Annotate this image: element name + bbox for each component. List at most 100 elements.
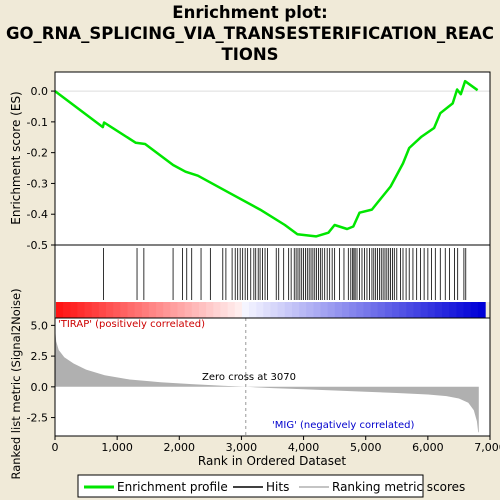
band-segment (477, 302, 486, 318)
band-segment (206, 302, 214, 318)
axes-layer: 0.0 -0.1 -0.2 -0.3 -0.4 -0.5 5.0 2.5 0.0 -2.5 0 1,0… (27, 85, 500, 454)
band-segment (213, 302, 222, 318)
zero-cross-label: Zero cross at 3070 (202, 372, 296, 383)
band-segment (427, 302, 436, 318)
band-segment (98, 302, 107, 318)
band-segment (113, 302, 122, 318)
band-segment (234, 302, 243, 318)
legend-hits-label: Hits (266, 480, 289, 494)
band-segment (106, 302, 114, 318)
band-segment (463, 302, 472, 318)
legend-enrichment-label: Enrichment profile (117, 480, 228, 494)
x-tick-label: 0 (52, 441, 59, 454)
title-line-2: GO_RNA_SPLICING_VIA_TRANSESTERIFICATION_… (5, 24, 495, 43)
band-segment (163, 302, 172, 318)
band-segment (306, 302, 315, 318)
x-tick-label: 1,000 (101, 441, 133, 454)
x-tick-label: 5,000 (350, 441, 382, 454)
band-segment (241, 302, 250, 318)
band-segment (356, 302, 365, 318)
band-segment (148, 302, 157, 318)
band-segment (342, 302, 350, 318)
hits-layer (103, 248, 467, 300)
es-y-tick-label: -0.5 (27, 239, 48, 252)
band-segment (170, 302, 179, 318)
metric-panel (55, 318, 490, 436)
band-segment (370, 302, 379, 318)
rank-color-band (56, 302, 486, 318)
band-segment (77, 302, 86, 318)
metric-panel-border (54, 317, 491, 437)
band-segment (399, 302, 408, 318)
band-segment (191, 302, 200, 318)
band-segment (277, 302, 286, 318)
band-segment (70, 302, 79, 318)
band-segment (442, 302, 450, 318)
band-segment (156, 302, 164, 318)
es-y-tick-label: 0.0 (31, 85, 49, 98)
es-y-tick-label: -0.3 (27, 177, 48, 190)
band-segment (420, 302, 429, 318)
title-line-3: TIONS (221, 45, 279, 64)
x-tick-label: 7,000 (474, 441, 500, 454)
band-segment (291, 302, 300, 318)
metric-y-tick-label: -2.5 (27, 412, 48, 425)
band-segment (413, 302, 422, 318)
band-segment (284, 302, 293, 318)
band-segment (434, 302, 443, 318)
x-tick-label: 4,000 (288, 441, 320, 454)
es-panel (55, 72, 490, 245)
band-segment (199, 302, 207, 318)
legend-box (77, 474, 424, 498)
band-segment (134, 302, 143, 318)
band-segment (470, 302, 479, 318)
band-segment (299, 302, 307, 318)
band-segment (377, 302, 386, 318)
x-axis-label: Rank in Ordered Dataset (198, 454, 346, 468)
metric-layer (55, 318, 479, 436)
band-segment (363, 302, 372, 318)
es-layer (54, 79, 490, 238)
band-segment (334, 302, 343, 318)
band-segment (406, 302, 415, 318)
x-tick-label: 3,000 (226, 441, 258, 454)
band-segment (327, 302, 336, 318)
x-tick-label: 6,000 (412, 441, 444, 454)
band-segment (349, 302, 357, 318)
metric-y-tick-label: 0.0 (31, 381, 49, 394)
metric-y-axis-label: Ranked list metric (Signal2Noise) (9, 288, 23, 479)
band-segment (177, 302, 186, 318)
metric-y-tick-label: 2.5 (31, 350, 49, 363)
band-segment (263, 302, 272, 318)
band-segment (220, 302, 229, 318)
band-segment (84, 302, 93, 318)
band-segment (184, 302, 193, 318)
band-segment (227, 302, 236, 318)
enrichment-profile-line (54, 79, 479, 238)
es-y-tick-label: -0.4 (27, 208, 48, 221)
es-y-axis-label: Enrichment score (ES) (9, 91, 23, 224)
band-segment (56, 302, 64, 318)
band-segment (320, 302, 329, 318)
es-y-tick-label: -0.1 (27, 116, 48, 129)
band-segment (313, 302, 322, 318)
band-segment (256, 302, 265, 318)
hits-panel (55, 245, 490, 302)
band-segment (141, 302, 150, 318)
band-segment (270, 302, 279, 318)
band-segment (456, 302, 465, 318)
band-segment (384, 302, 393, 318)
es-y-tick-label: -0.2 (27, 147, 48, 160)
band-segment (91, 302, 100, 318)
positive-correlation-label: 'TIRAP' (positively correlated) (58, 319, 205, 330)
title-line-1: Enrichment plot: (172, 3, 328, 22)
x-tick-label: 2,000 (164, 441, 196, 454)
legend-metric-label: Ranking metric scores (332, 480, 465, 494)
negative-correlation-label: 'MIG' (negatively correlated) (272, 420, 414, 431)
band-segment (249, 302, 257, 318)
band-segment (63, 302, 71, 318)
band-segment (120, 302, 129, 318)
band-segment (127, 302, 136, 318)
band-segment (449, 302, 458, 318)
